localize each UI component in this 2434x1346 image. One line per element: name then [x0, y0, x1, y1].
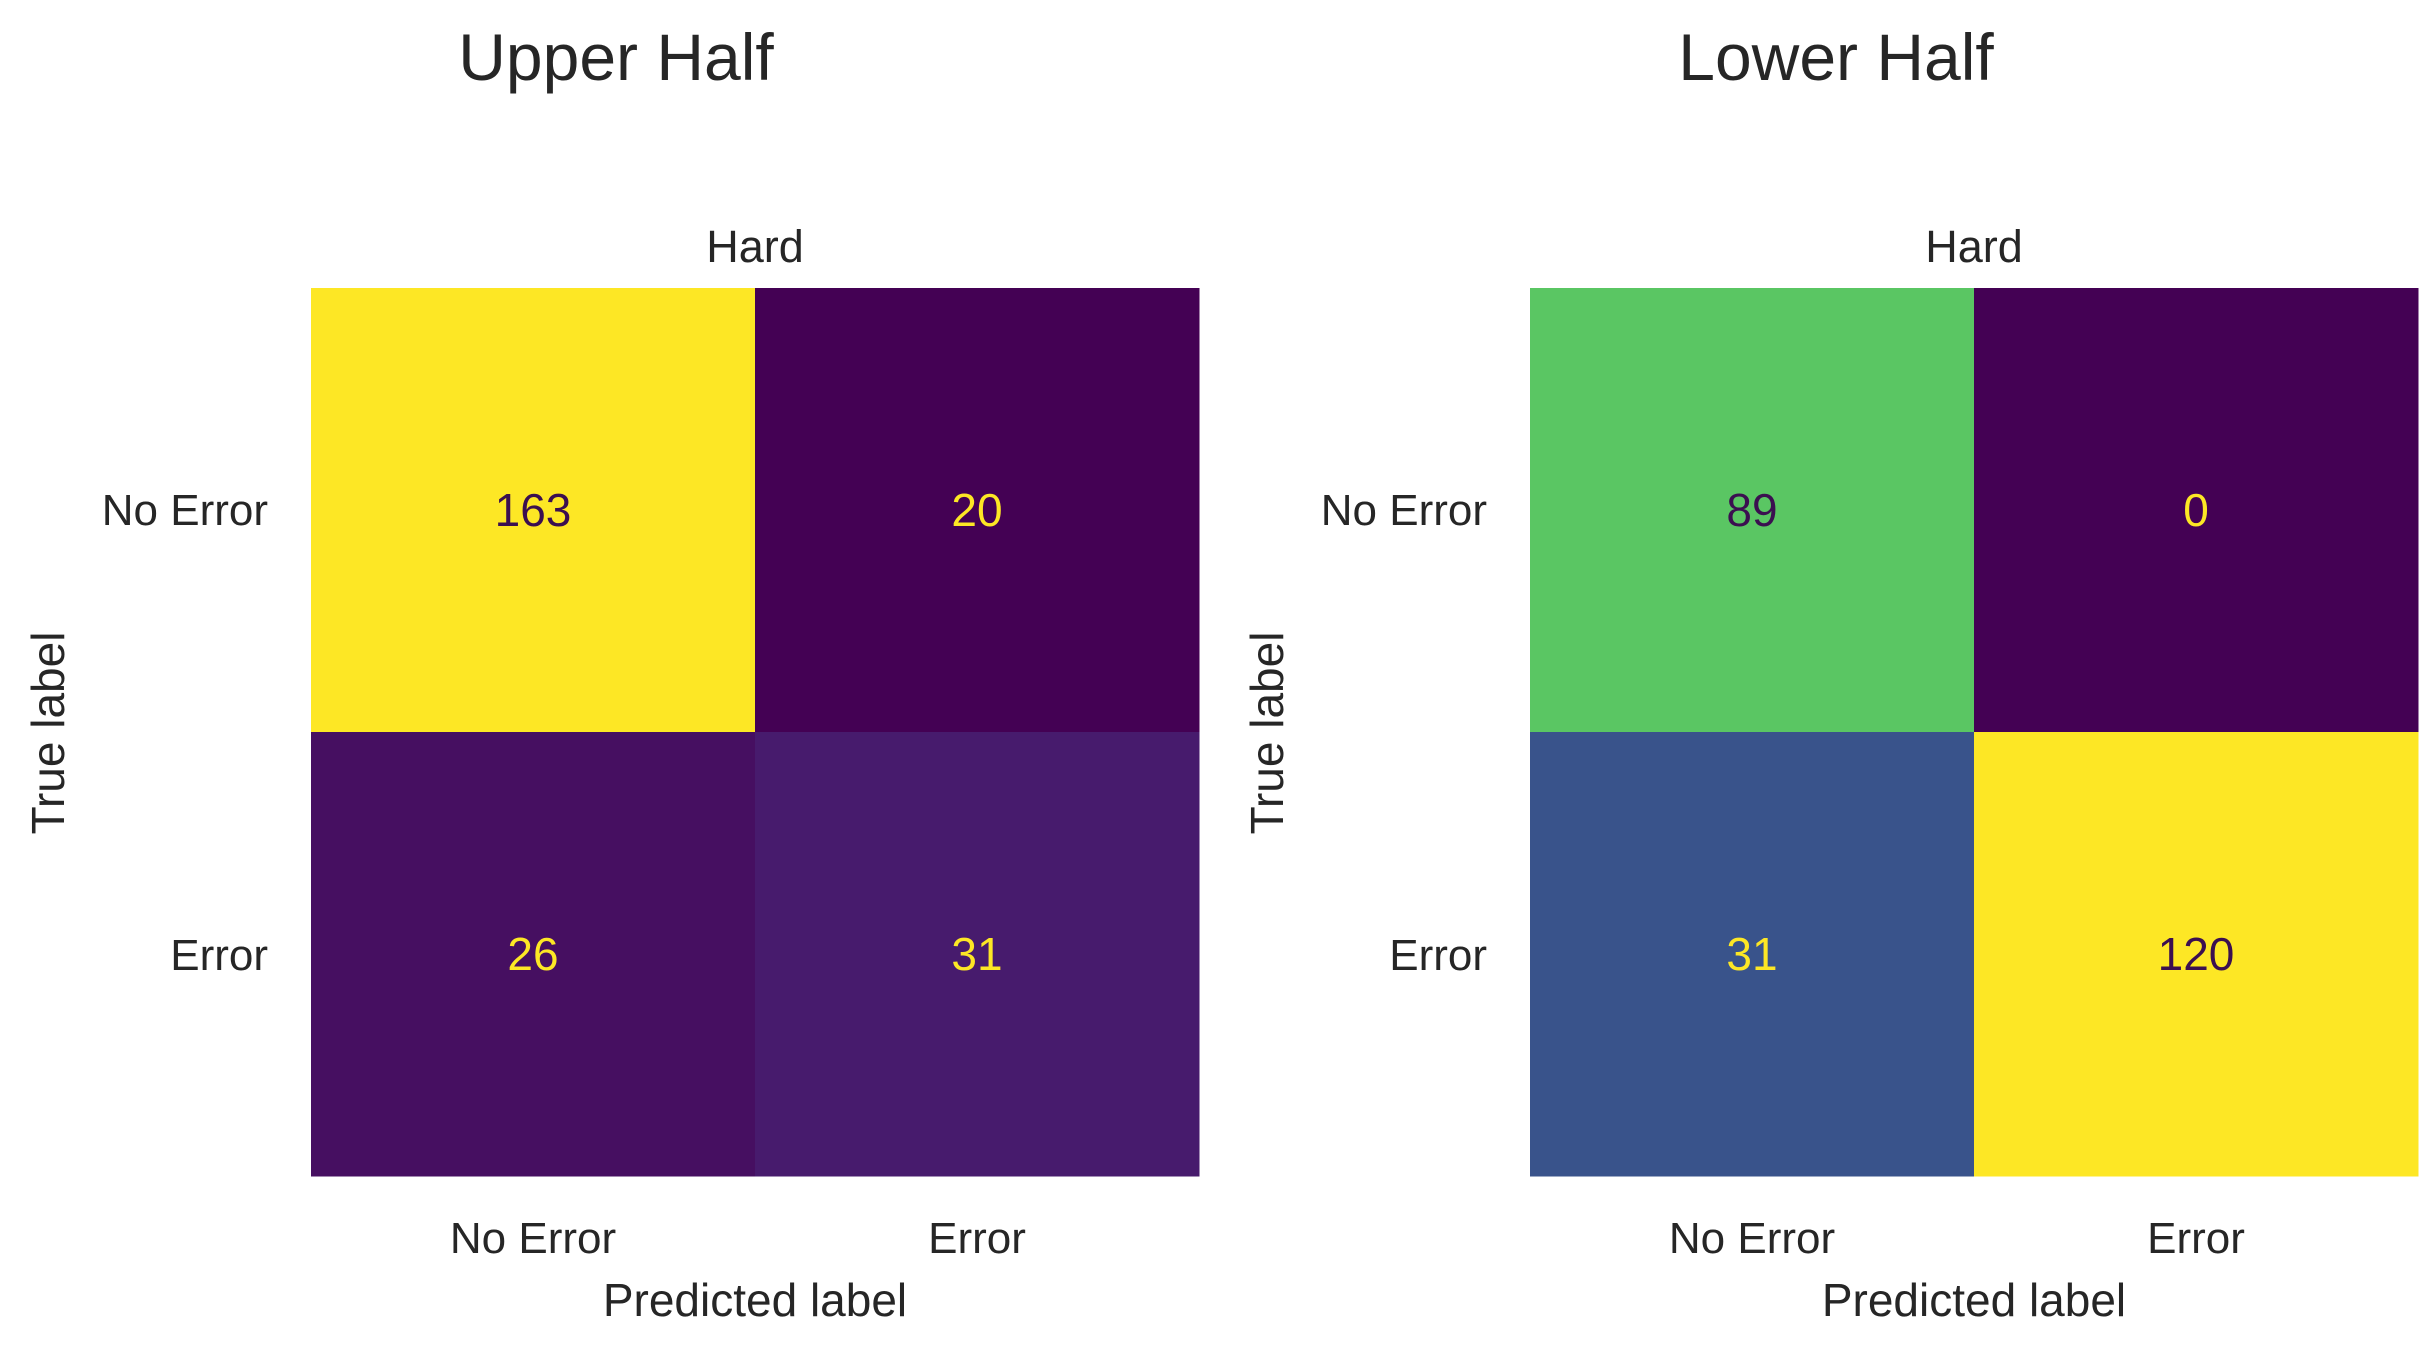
- lower-half-cell-error-no-error: [1530, 732, 1975, 1177]
- upper-half-cell-no-error-error: [755, 288, 1200, 733]
- upper-half-x-axis-label: Predicted label: [603, 1274, 907, 1326]
- lower-half-cell-value-error-no-error: 31: [1726, 928, 1777, 980]
- upper-half-y-tick-no-error: No Error: [102, 486, 268, 535]
- lower-half-y-tick-error: Error: [1389, 931, 1487, 980]
- lower-half-x-tick-no-error: No Error: [1669, 1214, 1835, 1263]
- lower-half-y-tick-no-error: No Error: [1321, 486, 1487, 535]
- lower-half-suptitle: Lower Half: [1678, 20, 1994, 94]
- lower-half-cell-value-error-error: 120: [2158, 928, 2235, 980]
- lower-half-x-axis-label: Predicted label: [1822, 1274, 2126, 1326]
- lower-half-cell-value-no-error-no-error: 89: [1726, 484, 1777, 536]
- upper-half-matrix-title: Hard: [706, 221, 804, 272]
- lower-half-cells: 89 0 31 120: [1530, 288, 2419, 1177]
- lower-half-cell-error-error: [1974, 732, 2419, 1177]
- lower-half-cell-no-error-error: [1974, 288, 2419, 733]
- upper-half-cell-value-no-error-error: 20: [951, 484, 1002, 536]
- upper-half-cell-error-error: [755, 732, 1200, 1177]
- lower-half-x-tick-error: Error: [2147, 1214, 2245, 1263]
- lower-half-cell-no-error-no-error: [1530, 288, 1975, 733]
- upper-half-panel: Upper Half Hard 163 20 26 31 No Error Error…: [22, 20, 1200, 1326]
- upper-half-y-tick-error: Error: [170, 931, 268, 980]
- upper-half-cell-value-no-error-no-error: 163: [495, 484, 572, 536]
- upper-half-cell-error-no-error: [311, 732, 756, 1177]
- lower-half-matrix-title: Hard: [1925, 221, 2023, 272]
- upper-half-cell-value-error-no-error: 26: [507, 928, 558, 980]
- upper-half-cells: 163 20 26 31: [311, 288, 1200, 1177]
- upper-half-x-tick-error: Error: [928, 1214, 1026, 1263]
- upper-half-cell-no-error-no-error: [311, 288, 756, 733]
- upper-half-x-tick-no-error: No Error: [450, 1214, 616, 1263]
- lower-half-panel: Lower Half Hard 89 031 120 No Error Error …: [1241, 20, 2419, 1326]
- upper-half-y-axis-label: True label: [22, 632, 74, 835]
- upper-half-cell-value-error-error: 31: [951, 928, 1002, 980]
- lower-half-cell-value-no-error-error: 0: [2183, 484, 2209, 536]
- lower-half-y-axis-label: True label: [1241, 632, 1293, 835]
- upper-half-suptitle: Upper Half: [458, 20, 774, 94]
